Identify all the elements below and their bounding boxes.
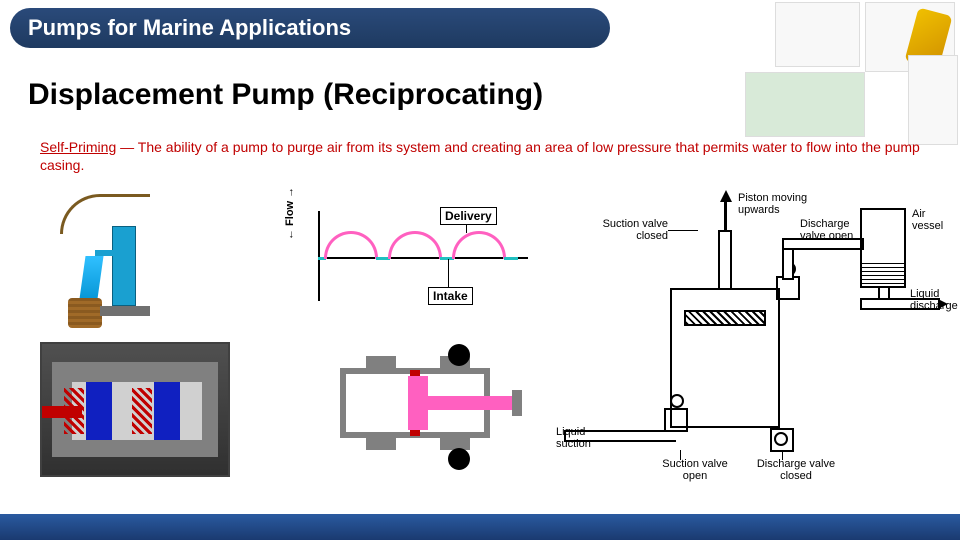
schematic-discharge-ball-closed bbox=[774, 432, 788, 446]
waveform-delivery-label: Delivery bbox=[440, 207, 497, 225]
label-liquid-suction: Liquid suction bbox=[556, 426, 608, 450]
schematic-suction-ball bbox=[670, 394, 684, 408]
waveform-intake-segment bbox=[504, 257, 518, 260]
label-discharge-valve-closed: Discharge valve closed bbox=[756, 458, 836, 482]
label-piston-motion: Piston moving upwards bbox=[738, 192, 828, 216]
label-suction-valve-open: Suction valve open bbox=[660, 458, 730, 482]
hand-pump-body bbox=[112, 226, 136, 306]
waveform-delivery-hump bbox=[388, 231, 442, 259]
waveform-axis-vertical bbox=[318, 211, 320, 301]
schematic-suction-valve bbox=[664, 408, 688, 432]
pump-piston bbox=[408, 376, 428, 430]
arrow-stem bbox=[724, 202, 727, 232]
corner-image-mixer bbox=[908, 55, 958, 145]
waveform-intake-label: Intake bbox=[428, 287, 473, 305]
definition-term: Self-Priming bbox=[40, 139, 116, 155]
figure-hand-pump bbox=[40, 190, 190, 335]
label-air-vessel: Air vessel bbox=[912, 208, 950, 232]
definition-body: — The ability of a pump to purge air fro… bbox=[40, 139, 920, 173]
cutaway-spring-right bbox=[132, 388, 152, 434]
schematic-cylinder bbox=[670, 288, 780, 428]
corner-image-cluster bbox=[740, 0, 960, 140]
hand-pump-lever bbox=[60, 194, 150, 234]
waveform-delivery-hump bbox=[324, 231, 378, 259]
leader-line bbox=[668, 230, 698, 231]
label-liquid-discharge: Liquid discharge bbox=[910, 288, 960, 312]
schematic-piston-rod bbox=[718, 230, 732, 290]
pump-piston-rod bbox=[428, 396, 518, 410]
hand-pump-barrel bbox=[68, 298, 102, 328]
figure-flow-waveform: ← Flow → Delivery Intake bbox=[290, 205, 550, 320]
schematic-piston-head bbox=[684, 310, 766, 326]
header-bar: Pumps for Marine Applications bbox=[10, 8, 610, 48]
hand-pump-base bbox=[100, 306, 150, 316]
figure-pump-schematic: Piston moving upwards Suction valve clos… bbox=[560, 178, 950, 498]
cutaway-valve-right bbox=[154, 382, 180, 440]
page-title: Displacement Pump (Reciprocating) bbox=[28, 78, 543, 112]
leader-line bbox=[680, 450, 681, 460]
schematic-air-vessel-liquid bbox=[862, 260, 904, 284]
cutaway-rod bbox=[42, 406, 82, 418]
footer-bar bbox=[0, 514, 960, 540]
pump-ball-valve bbox=[448, 448, 470, 470]
figure-double-acting-pump bbox=[290, 330, 550, 490]
header-title: Pumps for Marine Applications bbox=[28, 15, 351, 41]
definition-text: Self-Priming — The ability of a pump to … bbox=[40, 138, 940, 174]
figure-piston-cutaway bbox=[40, 342, 230, 477]
leader-line bbox=[782, 450, 783, 460]
waveform-leader-line bbox=[448, 259, 449, 287]
pump-ball-valve bbox=[448, 344, 470, 366]
corner-image-table bbox=[745, 72, 865, 137]
pump-valve-seat bbox=[410, 430, 420, 436]
cutaway-valve-left bbox=[86, 382, 112, 440]
label-suction-valve-closed: Suction valve closed bbox=[598, 218, 668, 242]
pump-port bbox=[366, 436, 396, 450]
pump-rod-cap bbox=[512, 390, 522, 416]
arrow-up-icon bbox=[720, 190, 732, 202]
waveform-y-axis-label: ← Flow → bbox=[284, 187, 296, 240]
schematic-pipe bbox=[782, 238, 864, 250]
corner-image-parts bbox=[775, 2, 860, 67]
waveform-delivery-hump bbox=[452, 231, 506, 259]
